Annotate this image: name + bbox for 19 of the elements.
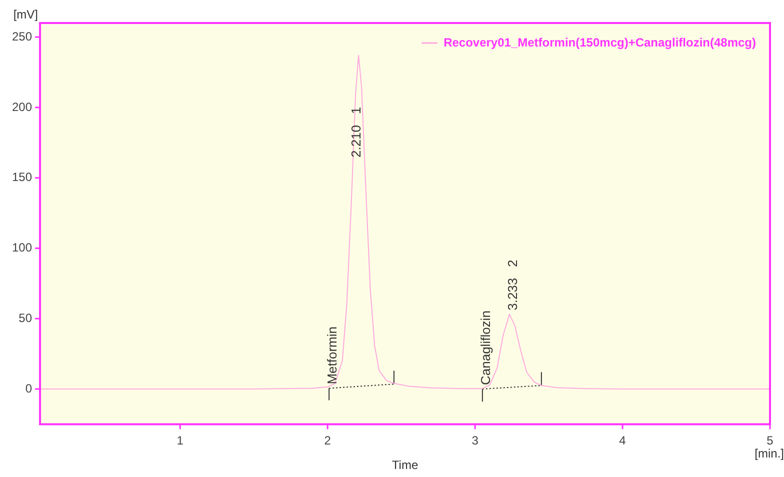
legend-label: Recovery01_Metformin(150mcg)+Canagliflozin(48mcg): [444, 35, 756, 50]
annotation: Canagliflozin: [478, 310, 494, 386]
y-tick-label: 250: [12, 29, 32, 44]
x-tick-label: 5: [766, 434, 774, 448]
y-tick-label: 200: [12, 100, 32, 114]
x-tick-label: 2: [324, 434, 332, 448]
x-tick-label: 1: [176, 434, 184, 448]
y-tick-label: 50: [18, 310, 32, 325]
x-tick-label: 3: [472, 434, 479, 448]
y-tick-label: 0: [25, 381, 32, 396]
annotation: Metformin: [324, 326, 340, 384]
x-tick-label: 4: [619, 434, 626, 448]
y-tick-label: 100: [12, 240, 32, 255]
y-tick-label: 150: [12, 170, 32, 184]
x-axis-title: Time: [392, 458, 418, 472]
annotation: 2.210 1: [348, 106, 364, 158]
y-axis-title: [mV]: [13, 7, 38, 22]
annotation: 3.233 2: [505, 260, 520, 310]
text: [min.]: [754, 446, 784, 461]
